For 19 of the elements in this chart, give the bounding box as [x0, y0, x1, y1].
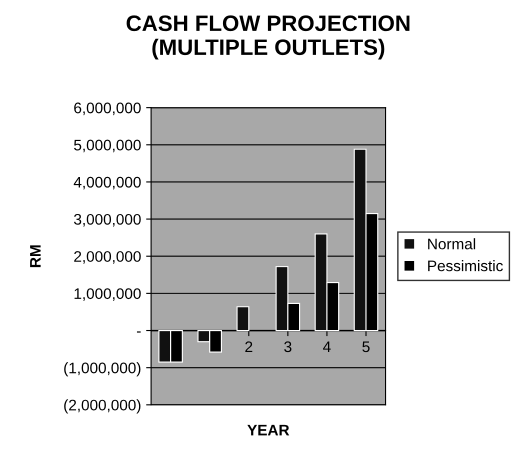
- y-tick-label: 5,000,000: [74, 140, 141, 152]
- y-tick-label: 1,000,000: [74, 288, 141, 301]
- y-tick-label: 2,000,000: [74, 251, 141, 264]
- x-axis-title: YEAR: [247, 424, 290, 436]
- legend-label: Pessimistic: [428, 260, 503, 272]
- y-axis-title: RM: [30, 245, 41, 268]
- x-tick-label: 2: [245, 341, 252, 352]
- y-tick-label: (2,000,000): [64, 399, 140, 414]
- chart-title: CASH FLOW PROJECTION (MULTIPLE OUTLETS): [126, 15, 410, 60]
- x-tick-label: 3: [284, 341, 292, 352]
- y-tick-label: -: [136, 331, 141, 333]
- bar: [236, 306, 250, 332]
- y-tick-label: (1,000,000): [64, 362, 140, 376]
- x-tick-label: 4: [323, 342, 331, 352]
- y-tick-label: 4,000,000: [74, 176, 141, 190]
- x-tick-label: 5: [362, 342, 370, 352]
- legend-label: Normal: [428, 238, 476, 250]
- y-tick-label: 6,000,000: [74, 102, 141, 116]
- y-tick-label: 3,000,000: [74, 214, 141, 227]
